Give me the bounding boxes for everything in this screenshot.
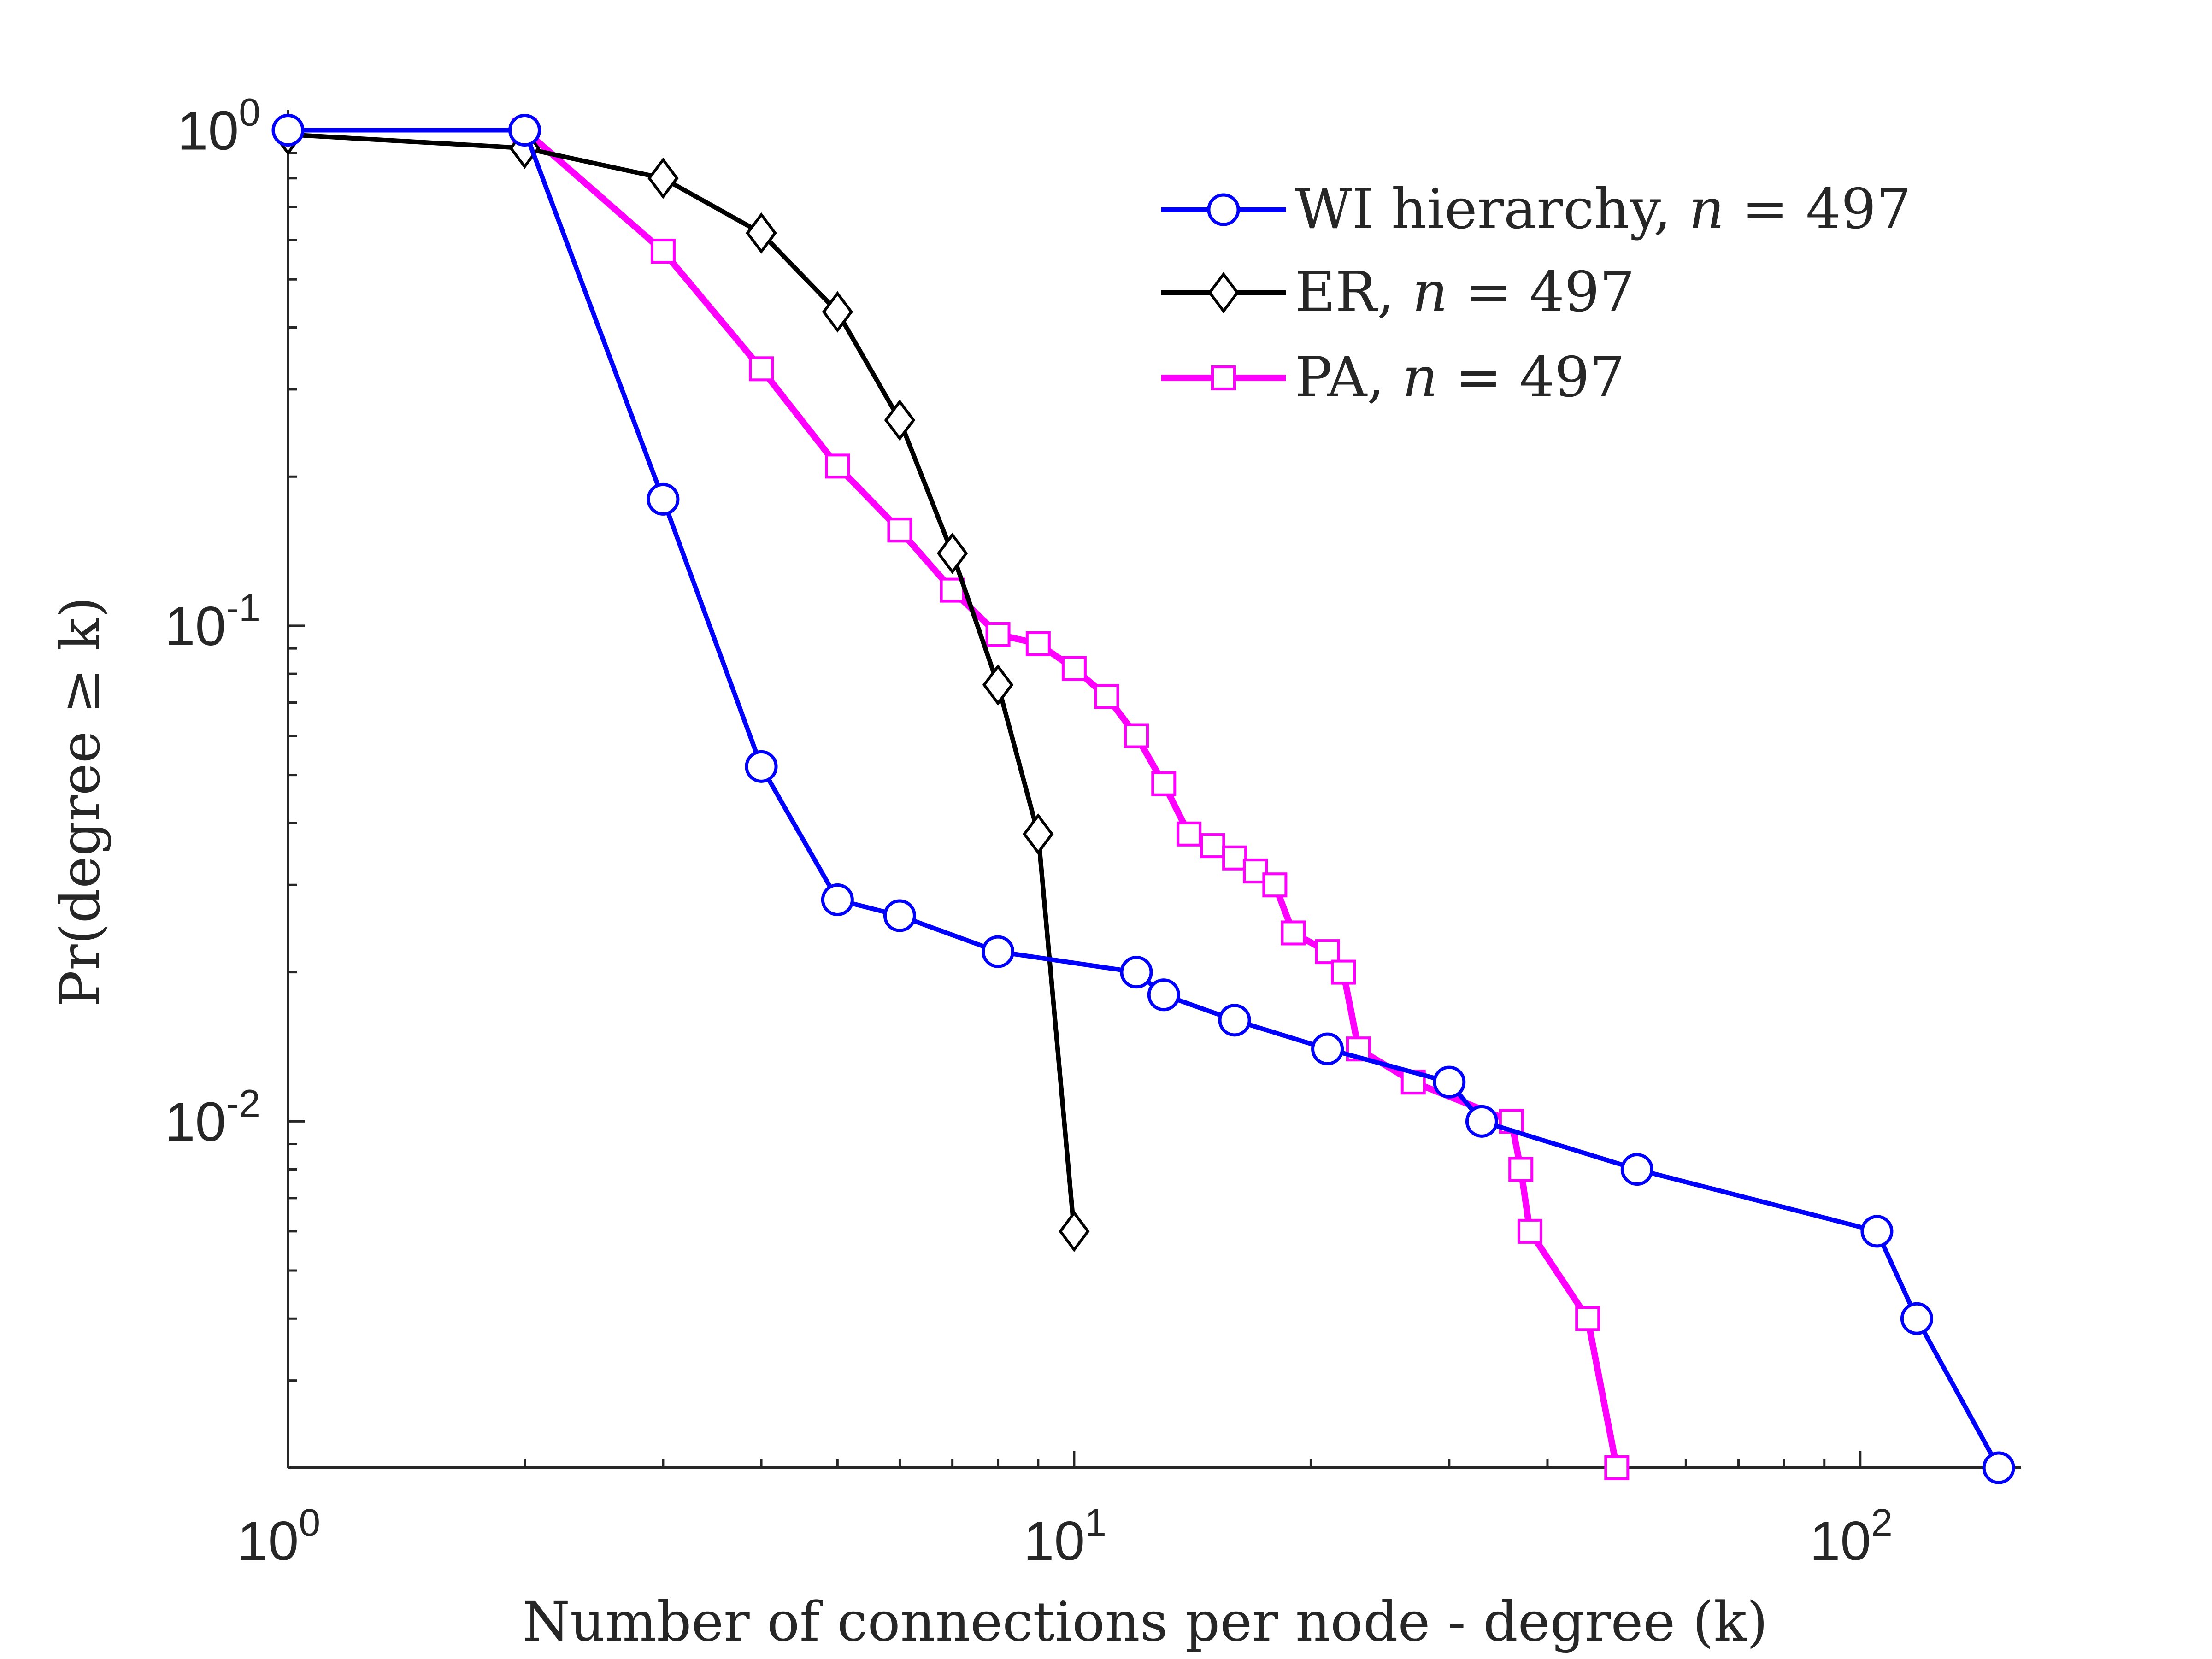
series-line — [288, 132, 1077, 1232]
y-tick-label: 10-2 — [165, 1082, 260, 1153]
data-point — [271, 114, 305, 147]
data-point — [1222, 845, 1247, 871]
data-point — [647, 157, 679, 199]
data-point — [650, 239, 676, 264]
series-circle — [271, 114, 2015, 1484]
data-point — [1620, 1153, 1653, 1186]
legend-marker — [1207, 193, 1240, 226]
y-axis-label: Pr(degree ≥ k) — [48, 597, 112, 1007]
data-point — [1025, 631, 1051, 656]
axes — [287, 110, 2021, 1469]
y-tick-label: 100 — [177, 91, 260, 162]
data-point — [1094, 684, 1119, 709]
data-point — [1147, 978, 1180, 1012]
data-point — [1262, 872, 1288, 898]
x-axis-label: Number of connections per node - degree … — [523, 1590, 1768, 1653]
legend: WI hierarchy, n = 497 ER, n = 497 PA, n = … — [1161, 177, 1912, 410]
data-point — [887, 518, 912, 543]
series-diamond — [272, 113, 1090, 1252]
data-point — [825, 453, 850, 479]
data-point — [1124, 723, 1149, 748]
data-point — [982, 935, 1015, 968]
data-point — [745, 750, 778, 783]
data-point — [1575, 1306, 1600, 1331]
data-point — [1059, 1210, 1090, 1252]
legend-entry-label: ER, n = 497 — [1295, 260, 1635, 324]
data-point — [1860, 1215, 1894, 1248]
data-point — [746, 212, 777, 254]
data-point — [883, 899, 916, 932]
x-tick-label: 102 — [1810, 1501, 1893, 1572]
data-point — [1023, 813, 1054, 855]
data-point — [1120, 956, 1153, 989]
data-point — [1900, 1302, 1933, 1335]
data-point — [1315, 939, 1340, 965]
data-point — [936, 532, 968, 574]
data-point — [1508, 1157, 1534, 1182]
data-point — [1433, 1065, 1466, 1099]
data-point — [1465, 1105, 1498, 1138]
data-point — [508, 114, 541, 147]
y-tick-label: 10-1 — [165, 586, 260, 657]
data-point — [749, 356, 774, 382]
data-point — [1982, 1451, 2015, 1484]
data-point — [1177, 821, 1202, 847]
legend-entry-label: PA, n = 497 — [1295, 346, 1625, 410]
data-point — [982, 664, 1014, 706]
legend-entry-label: WI hierarchy, n = 497 — [1295, 177, 1912, 241]
data-point — [1281, 920, 1306, 946]
data-point — [985, 622, 1011, 647]
data-point — [1517, 1218, 1542, 1244]
data-point — [1218, 1004, 1251, 1037]
series-layer — [271, 113, 2015, 1484]
data-point — [1331, 959, 1356, 985]
legend-marker — [1208, 272, 1239, 313]
data-point — [1151, 771, 1177, 796]
legend-marker — [1211, 365, 1236, 390]
data-point — [940, 577, 965, 603]
x-tick-label: 101 — [1024, 1501, 1106, 1572]
tick-labels: 100 101 102 100 10-1 10-2 — [165, 91, 1893, 1572]
data-point — [1604, 1455, 1630, 1480]
data-point — [822, 291, 853, 333]
data-point — [821, 883, 854, 916]
data-point — [1061, 656, 1087, 681]
data-point — [1200, 833, 1225, 859]
data-point — [647, 482, 680, 516]
x-tick-label: 100 — [237, 1501, 320, 1572]
data-point — [884, 399, 916, 441]
data-point — [1311, 1032, 1344, 1065]
